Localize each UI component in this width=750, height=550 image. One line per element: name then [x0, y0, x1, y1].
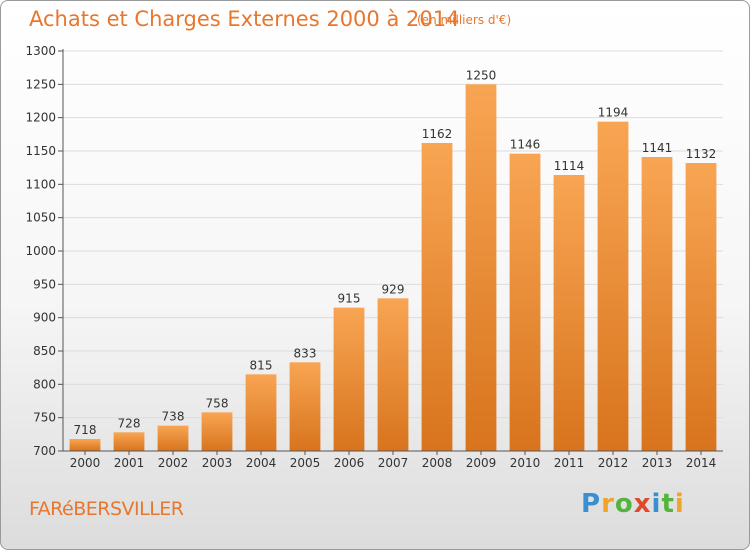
bar-2006: [333, 307, 365, 451]
x-tick-label-2008: 2008: [422, 456, 453, 470]
x-tick-label-2014: 2014: [686, 456, 717, 470]
x-tick-label-2011: 2011: [554, 456, 585, 470]
x-tick-label-2000: 2000: [70, 456, 101, 470]
data-label-2013: 1141: [642, 141, 673, 155]
data-label-2010: 1146: [510, 138, 541, 152]
bar-2005: [289, 362, 321, 451]
data-label-2001: 728: [118, 416, 141, 430]
data-label-2011: 1114: [554, 159, 585, 173]
x-tick-label-2006: 2006: [334, 456, 365, 470]
data-label-2009: 1250: [466, 68, 497, 82]
x-tick-label-2002: 2002: [158, 456, 189, 470]
logo-letter: o: [614, 489, 634, 519]
bar-2011: [553, 175, 585, 451]
logo-letter: x: [633, 489, 652, 519]
y-tick-label: 1000: [25, 244, 56, 258]
data-label-2000: 718: [74, 423, 97, 437]
logo-letter: P: [581, 489, 602, 519]
y-tick-label: 900: [33, 311, 56, 325]
y-tick-label: 1100: [25, 177, 56, 191]
x-tick-label-2005: 2005: [290, 456, 321, 470]
y-tick-label: 1150: [25, 144, 56, 158]
bar-2003: [201, 412, 233, 451]
y-tick-label: 800: [33, 377, 56, 391]
bar-2000: [69, 439, 101, 451]
x-tick-label-2003: 2003: [202, 456, 233, 470]
y-tick-label: 1300: [25, 44, 56, 58]
chart-unit: (en milliers d'€): [417, 13, 512, 27]
bar-2002: [157, 425, 189, 451]
bar-2010: [509, 153, 541, 451]
y-tick-label: 950: [33, 277, 56, 291]
logo-letter: i: [651, 489, 662, 519]
x-tick-label-2007: 2007: [378, 456, 409, 470]
data-label-2002: 738: [162, 410, 185, 424]
logo-letter: i: [674, 489, 685, 519]
x-tick-label-2013: 2013: [642, 456, 673, 470]
y-tick-label: 1050: [25, 211, 56, 225]
chart-title: Achats et Charges Externes 2000 à 2014: [29, 7, 460, 31]
bar-2004: [245, 374, 277, 451]
bar-2012: [597, 121, 629, 452]
data-label-2007: 929: [382, 282, 405, 296]
bar-2009: [465, 84, 497, 451]
data-label-2004: 815: [250, 358, 273, 372]
y-tick-label: 700: [33, 444, 56, 458]
y-tick-label: 850: [33, 344, 56, 358]
bar-2001: [113, 432, 145, 451]
bar-2014: [685, 163, 717, 451]
y-tick-label: 1200: [25, 111, 56, 125]
data-label-2014: 1132: [686, 147, 717, 161]
logo-letter: t: [661, 489, 675, 519]
data-label-2006: 915: [338, 292, 361, 306]
data-label-2012: 1194: [598, 106, 629, 120]
commune-name: FARéBERSVILLER: [29, 498, 184, 520]
y-tick-label: 750: [33, 411, 56, 425]
data-label-2003: 758: [206, 396, 229, 410]
bar-2008: [421, 143, 453, 451]
x-tick-label-2010: 2010: [510, 456, 541, 470]
logo-letter: r: [601, 489, 615, 519]
data-label-2005: 833: [294, 346, 317, 360]
data-label-2008: 1162: [422, 127, 453, 141]
y-tick-label: 1250: [25, 77, 56, 91]
bar-2013: [641, 157, 673, 451]
x-tick-label-2004: 2004: [246, 456, 277, 470]
x-tick-label-2009: 2009: [466, 456, 497, 470]
x-tick-label-2001: 2001: [114, 456, 145, 470]
bar-2007: [377, 298, 409, 451]
x-tick-label-2012: 2012: [598, 456, 629, 470]
proxiti-logo: Proxiti: [581, 489, 685, 519]
